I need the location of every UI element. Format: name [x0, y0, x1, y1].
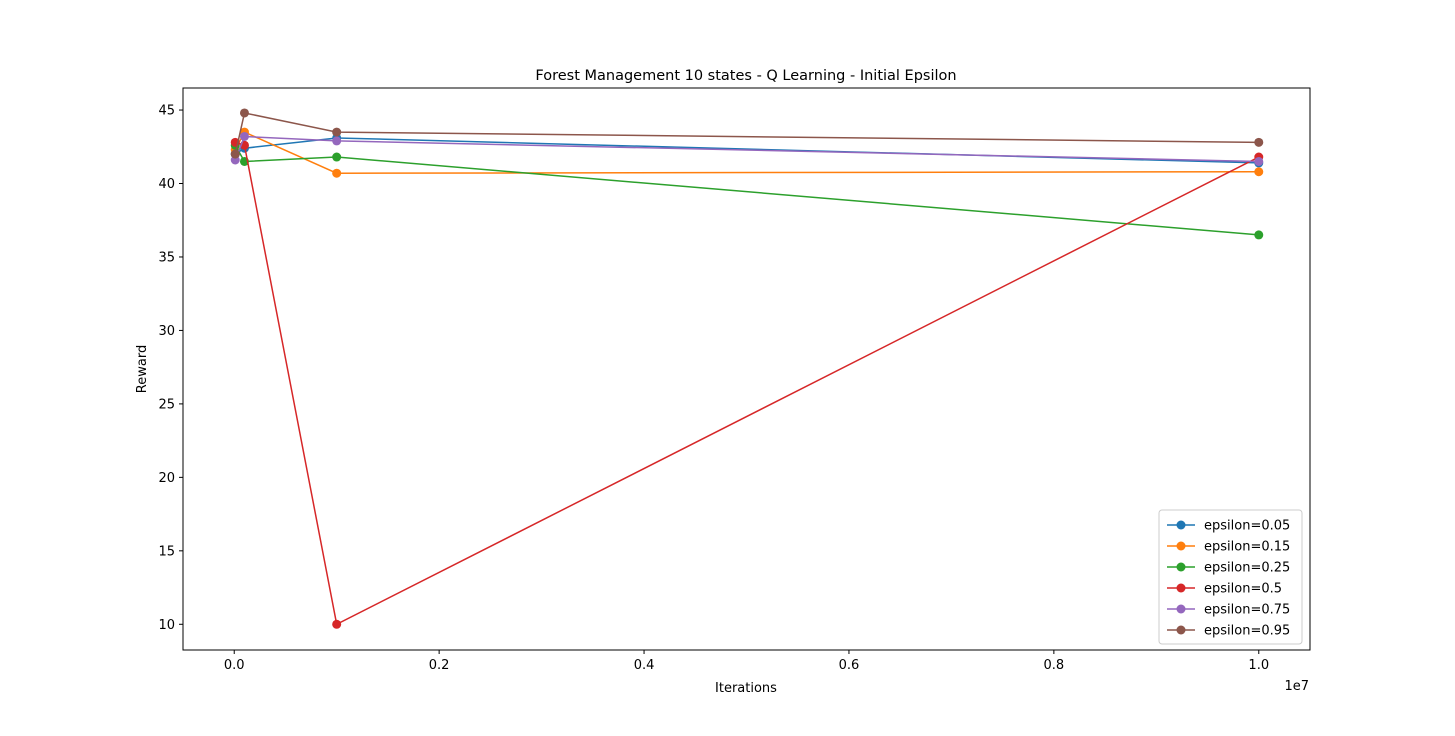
chart-title: Forest Management 10 states - Q Learning… — [535, 68, 956, 84]
data-point — [332, 152, 342, 162]
data-point — [1254, 156, 1264, 166]
axes-frame — [182, 87, 1311, 651]
x-tick-label: 0.0 — [224, 658, 245, 673]
data-point — [230, 149, 240, 159]
legend-marker — [1176, 541, 1186, 551]
legend-label: epsilon=0.95 — [1204, 624, 1290, 639]
series-epsilon=0.15 — [230, 127, 1264, 178]
legend: epsilon=0.05 epsilon=0.15 epsilon=0.25 epsi… — [1158, 509, 1303, 645]
plot-area — [230, 108, 1264, 629]
series-line — [234, 131, 1259, 174]
series-epsilon=0.5 — [230, 137, 1264, 629]
y-tick-label: 45 — [158, 104, 175, 119]
series-line — [234, 144, 1259, 236]
y-tick-label: 15 — [158, 544, 175, 559]
legend-box — [1158, 509, 1303, 645]
x-tick-label: 0.4 — [634, 658, 655, 673]
legend-item: epsilon=0.15 — [1167, 540, 1290, 555]
legend-label: epsilon=0.25 — [1204, 561, 1290, 576]
x-tick-label: 0.8 — [1044, 658, 1065, 673]
y-tick-label: 40 — [158, 177, 175, 192]
data-point — [1254, 230, 1264, 240]
x-axis: 0.0 0.2 0.4 0.6 0.8 1.0 — [224, 650, 1269, 673]
y-axis: 10 15 20 25 30 35 40 45 — [158, 104, 183, 633]
data-point — [332, 619, 342, 629]
y-tick-label: 25 — [158, 397, 175, 412]
data-point — [332, 127, 342, 137]
legend-marker — [1176, 604, 1186, 614]
data-point — [1254, 137, 1264, 147]
y-tick-label: 10 — [158, 618, 175, 633]
x-axis-offset-label: 1e7 — [1284, 679, 1309, 694]
x-tick-label: 0.2 — [429, 658, 450, 673]
legend-item: epsilon=0.75 — [1167, 603, 1290, 618]
legend-item: epsilon=0.05 — [1167, 519, 1290, 534]
legend-item: epsilon=0.95 — [1167, 624, 1290, 639]
series-line — [234, 112, 1259, 155]
y-tick-label: 35 — [158, 250, 175, 265]
y-tick-label: 30 — [158, 324, 175, 339]
series-line — [235, 141, 1260, 626]
data-point — [1254, 167, 1264, 177]
legend-marker — [1176, 583, 1186, 593]
x-axis-label: Iterations — [715, 681, 777, 696]
x-tick-label: 0.6 — [839, 658, 860, 673]
legend-label: epsilon=0.15 — [1204, 540, 1290, 555]
legend-marker — [1176, 625, 1186, 635]
legend-label: epsilon=0.05 — [1204, 519, 1290, 534]
series-line — [234, 135, 1259, 163]
series-epsilon=0.25 — [230, 140, 1264, 240]
data-point — [239, 108, 249, 118]
x-tick-label: 1.0 — [1248, 658, 1269, 673]
data-point — [332, 168, 342, 178]
y-axis-label: Reward — [135, 345, 150, 393]
data-point — [332, 136, 342, 146]
legend-label: epsilon=0.75 — [1204, 603, 1290, 618]
data-point — [239, 131, 249, 141]
legend-marker — [1176, 562, 1186, 572]
y-tick-label: 20 — [158, 471, 175, 486]
legend-marker — [1176, 520, 1186, 530]
legend-item: epsilon=0.5 — [1167, 582, 1282, 597]
series-epsilon=0.95 — [230, 108, 1264, 159]
legend-item: epsilon=0.25 — [1167, 561, 1290, 576]
legend-label: epsilon=0.5 — [1204, 582, 1282, 597]
